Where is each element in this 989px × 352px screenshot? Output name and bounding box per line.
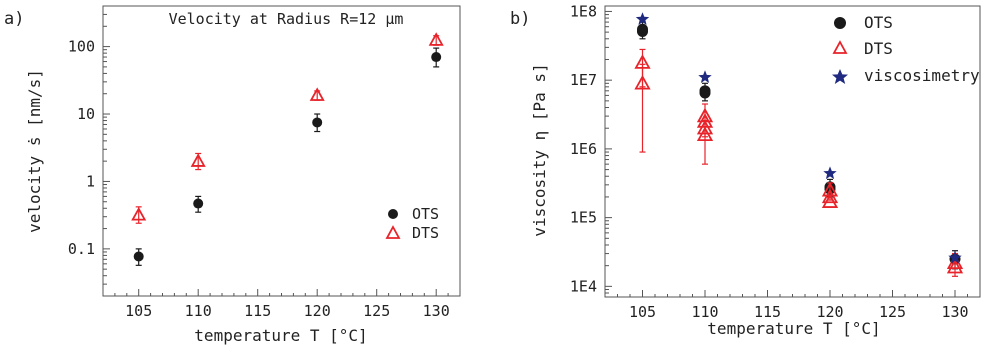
legend-viscosimetry-marker: [832, 69, 848, 84]
data-point-ots: [637, 26, 648, 38]
panel-b-label: b): [510, 9, 530, 29]
panel-a-legend: OTS DTS: [385, 205, 439, 242]
legend-dts-label: DTS: [412, 224, 439, 242]
y-tick-label: 100: [68, 38, 95, 56]
x-tick-label: 110: [691, 303, 718, 321]
y-tick-label: 1E5: [570, 209, 597, 227]
x-tick-label: 115: [244, 302, 271, 320]
legend-dts-label: DTS: [864, 39, 893, 58]
panel-a-y-axis-label: velocity ṡ [nm/s]: [25, 69, 44, 233]
panel-b-legend: OTS DTS viscosimetry: [832, 13, 980, 85]
x-tick-label: 130: [941, 303, 968, 321]
panel-a-label: a): [4, 9, 24, 29]
data-point-dts: [190, 153, 206, 167]
x-tick-label: 105: [629, 303, 656, 321]
panel-b-ticks: 105 110 115 120 125 130 1E4 1E5 1E6 1E7 1E8: [570, 2, 981, 321]
y-tick-label: 1E6: [570, 140, 597, 158]
panel-a-title: Velocity at Radius R=12 µm: [169, 10, 404, 28]
data-point-dts: [696, 126, 714, 142]
x-tick-label: 120: [304, 302, 331, 320]
x-tick-label: 125: [363, 302, 390, 320]
data-point-ots: [699, 87, 711, 99]
panel-b-plot-frame: [604, 5, 981, 298]
legend-dts-marker: [385, 225, 401, 239]
data-point-viscosimetry: [823, 166, 837, 180]
data-point-ots: [312, 117, 323, 128]
legend-viscosimetry-label: viscosimetry: [864, 66, 980, 85]
y-tick-label: 1: [86, 172, 95, 190]
data-point-dts: [946, 258, 964, 274]
data-point-ots: [133, 251, 144, 262]
legend-dts-marker: [832, 40, 848, 54]
x-tick-label: 115: [754, 303, 781, 321]
data-point-viscosimetry: [948, 250, 962, 264]
panel-b-x-axis-label: temperature T [°C]: [707, 319, 880, 338]
data-point-ots: [193, 198, 204, 209]
legend-ots-label: OTS: [864, 13, 893, 32]
x-tick-label: 125: [879, 303, 906, 321]
panel-a: a) Velocity at Radius R=12 µm temperatur…: [4, 5, 461, 345]
panel-b: b) temperature T [°C] viscosity η [Pa s]…: [510, 2, 981, 338]
y-tick-label: 1E8: [570, 2, 597, 20]
x-tick-label: 105: [125, 302, 152, 320]
data-point-dts: [821, 193, 839, 208]
panel-a-x-axis-label: temperature T [°C]: [194, 326, 367, 345]
y-tick-label: 1E4: [570, 277, 597, 295]
data-point-dts: [428, 32, 444, 46]
data-point-dts: [634, 74, 651, 90]
y-tick-label: 10: [77, 105, 95, 123]
panel-b-data-marks: [634, 12, 964, 277]
y-tick-label: 0.1: [68, 240, 95, 258]
data-point-viscosimetry: [698, 70, 712, 83]
panel-a-data-marks: [131, 32, 444, 266]
data-point-dts: [131, 206, 147, 221]
x-tick-label: 110: [185, 302, 212, 320]
data-point-viscosimetry: [635, 12, 650, 25]
panel-b-y-axis-label: viscosity η [Pa s]: [530, 63, 549, 236]
data-point-dts: [821, 188, 839, 204]
legend-ots-marker: [834, 17, 846, 29]
x-tick-label: 120: [816, 303, 843, 321]
legend-ots-marker: [388, 209, 398, 219]
panel-a-plot-frame: [102, 5, 461, 297]
data-point-dts: [309, 87, 325, 101]
x-tick-label: 130: [423, 302, 450, 320]
data-point-ots: [431, 52, 442, 63]
legend-ots-label: OTS: [412, 205, 439, 223]
y-tick-label: 1E7: [570, 71, 597, 89]
